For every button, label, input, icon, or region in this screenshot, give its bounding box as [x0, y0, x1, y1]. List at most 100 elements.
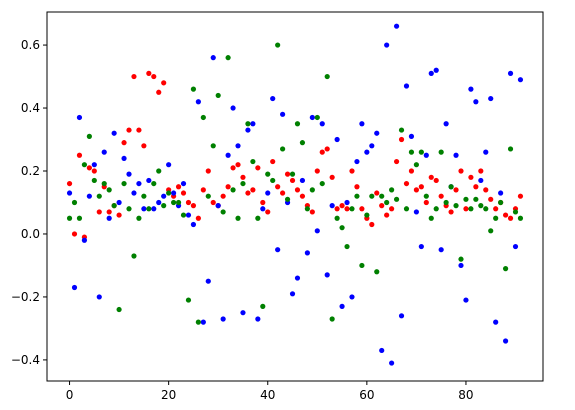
point: [240, 310, 246, 316]
point: [280, 190, 286, 196]
point: [289, 171, 296, 177]
point: [418, 243, 424, 250]
point: [324, 272, 330, 278]
point: [76, 114, 83, 121]
point: [171, 199, 177, 206]
point: [270, 177, 276, 184]
x-tick-label: 80: [458, 388, 473, 402]
point: [289, 177, 296, 184]
point: [413, 162, 419, 168]
point: [299, 140, 306, 146]
point: [374, 130, 380, 136]
point: [433, 177, 439, 184]
point: [156, 168, 162, 174]
point: [126, 206, 132, 212]
point: [284, 171, 291, 177]
point: [393, 23, 400, 29]
y-tick-label: 0.4: [21, 101, 40, 115]
point: [309, 209, 315, 215]
point: [205, 278, 211, 284]
point: [393, 158, 400, 165]
point: [225, 184, 231, 190]
point: [319, 149, 325, 155]
point: [81, 237, 88, 243]
point: [453, 203, 459, 209]
point: [270, 158, 276, 165]
point: [463, 196, 469, 202]
point: [210, 199, 216, 206]
plot-frame: [46, 11, 544, 382]
point: [66, 190, 73, 196]
point: [334, 215, 340, 221]
point: [299, 177, 306, 184]
point: [175, 199, 182, 206]
point: [398, 313, 405, 319]
point: [408, 149, 415, 155]
point: [195, 215, 201, 221]
point: [488, 95, 494, 102]
point: [235, 162, 241, 168]
point: [369, 143, 375, 149]
point: [379, 203, 385, 209]
point: [319, 121, 325, 127]
point: [220, 209, 226, 215]
point: [166, 190, 172, 196]
point: [423, 152, 429, 158]
point: [418, 149, 424, 155]
point: [131, 253, 137, 259]
point: [161, 193, 167, 199]
point: [111, 203, 117, 209]
point: [344, 199, 350, 206]
point: [96, 193, 102, 199]
point: [260, 206, 266, 212]
point: [339, 303, 345, 309]
x-tick-label: 60: [359, 388, 374, 402]
point: [324, 146, 330, 152]
point: [260, 199, 266, 206]
y-tick-label: 0.6: [21, 38, 40, 52]
point: [463, 206, 469, 212]
point: [106, 209, 112, 215]
point: [453, 152, 459, 158]
point: [121, 155, 127, 162]
point: [393, 196, 400, 202]
point: [389, 187, 395, 193]
point: [205, 193, 211, 199]
point: [339, 203, 345, 209]
point: [502, 338, 509, 344]
point: [131, 190, 137, 196]
point: [334, 136, 340, 143]
point: [151, 180, 157, 187]
point: [403, 180, 410, 187]
point: [91, 162, 97, 168]
point: [91, 177, 97, 184]
point: [220, 193, 226, 199]
point: [141, 143, 147, 149]
point: [121, 140, 127, 146]
point: [374, 269, 380, 275]
point: [408, 133, 415, 139]
point: [379, 347, 385, 354]
point: [200, 319, 206, 325]
point: [146, 177, 152, 184]
point: [91, 168, 97, 174]
point: [493, 215, 499, 221]
point: [294, 121, 301, 127]
point: [349, 294, 355, 300]
point: [116, 212, 122, 218]
point: [443, 121, 449, 127]
point: [433, 206, 439, 212]
point: [413, 187, 419, 193]
point: [86, 133, 92, 139]
point: [260, 303, 266, 309]
point: [364, 149, 370, 155]
point: [359, 121, 365, 127]
point: [146, 70, 152, 76]
point: [458, 168, 464, 174]
point: [344, 243, 350, 250]
point: [136, 215, 142, 221]
point: [121, 180, 127, 187]
point: [398, 127, 405, 133]
point: [498, 199, 504, 206]
point: [230, 165, 236, 171]
